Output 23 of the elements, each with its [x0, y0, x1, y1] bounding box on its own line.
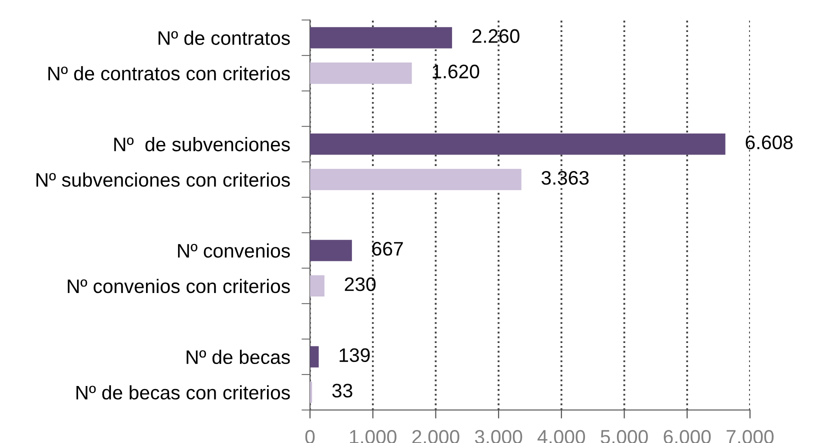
- bar: [310, 168, 522, 190]
- data-label: 33: [332, 384, 352, 398]
- bar: [310, 27, 452, 48]
- bar: [310, 62, 412, 84]
- y-tick-label: Nº de subvenciones: [114, 137, 290, 152]
- y-tick-label: Nº convenios con criterios: [68, 278, 290, 294]
- y-tick-label: Nº de becas con criterios: [76, 385, 290, 400]
- bar: [310, 275, 324, 297]
- data-label: 6.608: [746, 136, 793, 150]
- data-label: 3.363: [542, 170, 589, 185]
- y-tick-label: Nº de contratos: [158, 30, 290, 45]
- data-label: 2.260: [472, 29, 520, 43]
- data-label: 1.620: [432, 64, 480, 78]
- y-tick-label: Nº de contratos con criterios: [48, 66, 290, 80]
- bar: [310, 346, 319, 368]
- y-tick-label: Nº de becas: [186, 350, 290, 364]
- data-label: 139: [340, 348, 370, 362]
- y-tick-label: Nº convenios: [178, 243, 290, 258]
- y-tick-label: Nº subvenciones con criterios: [36, 172, 290, 187]
- data-label: 667: [372, 242, 403, 256]
- bar: [310, 133, 726, 155]
- data-label: 230: [344, 277, 376, 292]
- bar: [310, 240, 352, 262]
